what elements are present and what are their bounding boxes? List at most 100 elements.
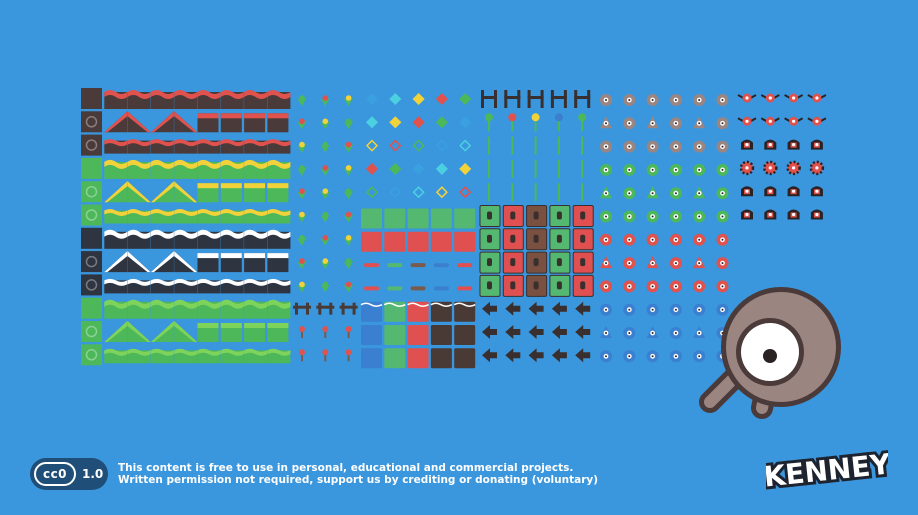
door-and-arrow-sprites	[479, 90, 594, 363]
door-sprite	[578, 113, 587, 132]
plant-sprites	[293, 95, 358, 362]
block-sprite	[433, 263, 449, 268]
magnifier-eye-icon	[699, 287, 841, 419]
terrain-tile	[81, 134, 102, 156]
enemy-sprite	[693, 94, 706, 106]
terrain-tile	[127, 181, 151, 203]
door-sprite	[550, 90, 567, 108]
flyer-sprite	[737, 93, 757, 103]
plant-sprite	[297, 211, 307, 223]
terrain-tile	[104, 321, 128, 342]
terrain-tile	[244, 113, 266, 133]
flyer-sprite	[787, 186, 800, 197]
plant-sprite	[299, 326, 305, 338]
enemy-sprite	[693, 163, 706, 176]
enemy-sprite	[646, 94, 659, 106]
enemy-sprite	[669, 210, 682, 223]
terrain-tile	[127, 111, 151, 133]
terrain-tile	[127, 139, 151, 154]
door-sprite	[549, 228, 571, 251]
block-sprite	[430, 325, 452, 345]
terrain-tile	[267, 253, 289, 273]
terrain-tile	[81, 204, 102, 226]
block-sprite	[387, 286, 403, 291]
terrain-tile	[150, 321, 174, 342]
terrain-tiles	[81, 88, 291, 366]
gem-and-block-sprites	[360, 92, 476, 369]
door-sprite	[505, 348, 521, 363]
terrain-tile	[197, 113, 219, 133]
enemy-sprite	[669, 117, 682, 130]
block-sprite	[407, 301, 429, 322]
terrain-tile	[81, 157, 102, 179]
terrain-tile	[267, 323, 289, 342]
enemy-sprite	[646, 280, 659, 293]
terrain-tile	[267, 209, 291, 224]
enemy-sprite	[669, 257, 682, 270]
block-sprite	[457, 263, 473, 268]
door-sprite	[482, 325, 497, 339]
terrain-tile	[127, 321, 151, 342]
enemy-sprite	[693, 350, 706, 363]
terrain-tile	[220, 159, 244, 179]
enemy-sprite	[693, 256, 706, 269]
plant-sprite	[297, 118, 307, 130]
cc0-badge[interactable]: cc0 1.0	[30, 458, 108, 490]
enemy-sprites	[600, 94, 729, 363]
terrain-tile	[267, 113, 289, 133]
terrain-tile	[197, 183, 219, 203]
plant-sprite	[343, 165, 354, 176]
license-line-1: This content is free to use in personal,…	[118, 462, 574, 474]
block-sprite	[389, 92, 402, 106]
terrain-tile	[150, 348, 174, 364]
enemy-sprite	[669, 187, 682, 200]
block-sprite	[407, 231, 429, 252]
terrain-tile	[244, 278, 268, 294]
terrain-tile	[197, 139, 221, 154]
enemy-sprite	[646, 256, 659, 269]
enemy-sprite	[693, 116, 706, 129]
terrain-tile	[220, 183, 242, 203]
block-sprite	[459, 139, 472, 152]
terrain-tile	[127, 299, 151, 319]
flyer-sprite	[741, 186, 753, 197]
terrain-tile	[150, 278, 174, 294]
block-sprite	[454, 325, 476, 345]
plant-sprite	[345, 326, 352, 338]
door-sprite	[479, 228, 501, 251]
plant-sprite	[297, 95, 307, 106]
terrain-tile	[150, 181, 174, 203]
block-sprite	[389, 139, 402, 152]
block-sprite	[435, 186, 448, 199]
block-sprite	[459, 186, 472, 199]
enemy-sprite	[623, 94, 636, 106]
terrain-tile	[244, 299, 268, 319]
enemy-sprite	[646, 116, 659, 129]
flyer-sprite	[784, 93, 804, 103]
terrain-tile	[220, 113, 242, 133]
door-sprite	[528, 348, 544, 363]
block-sprite	[364, 286, 379, 291]
door-sprite	[479, 251, 501, 274]
kenney-logo[interactable]: KENNEY	[766, 444, 888, 492]
enemy-sprite	[646, 186, 659, 199]
block-sprite	[412, 186, 425, 199]
door-sprite	[482, 348, 497, 363]
door-sprite	[526, 274, 548, 297]
door-sprite	[551, 325, 567, 339]
license-text: This content is free to use in personal,…	[118, 462, 598, 486]
terrain-tile	[81, 344, 102, 366]
door-sprite	[505, 301, 521, 316]
door-sprite	[502, 274, 524, 297]
block-sprite	[389, 186, 402, 199]
plant-sprite	[297, 281, 307, 293]
terrain-tile	[104, 348, 128, 364]
terrain-tile	[127, 209, 151, 224]
flyer-sprite	[787, 209, 800, 220]
block-sprite	[389, 116, 402, 129]
terrain-tile	[244, 348, 268, 364]
terrain-tile	[174, 278, 198, 294]
terrain-tile	[174, 251, 198, 273]
plant-sprite	[343, 211, 354, 223]
block-sprite	[384, 208, 406, 229]
